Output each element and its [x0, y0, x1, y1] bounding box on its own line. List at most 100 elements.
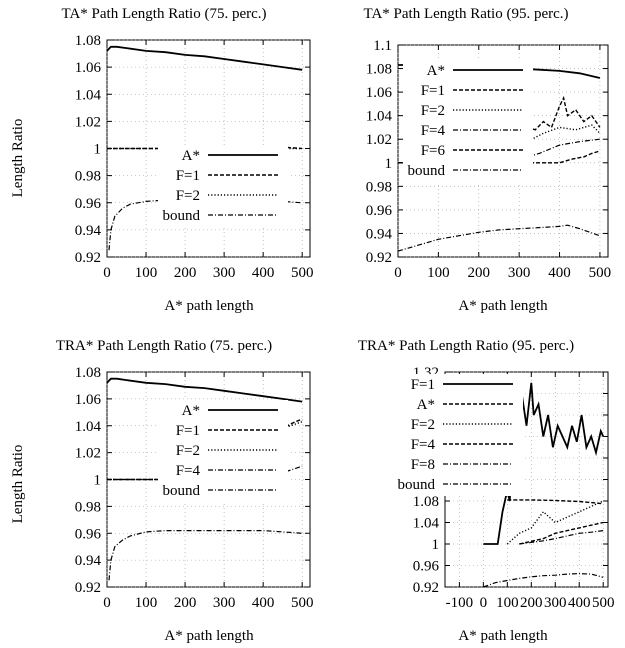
- y-tick-label: 1.06: [75, 60, 102, 76]
- x-tick-label: 200: [174, 595, 197, 611]
- y-tick-label: 1.08: [75, 365, 101, 381]
- y-tick-label: 0.96: [366, 203, 393, 219]
- legend-label: F=1: [176, 423, 200, 439]
- series-line-bound: [108, 529, 303, 581]
- y-tick-label: 1.04: [75, 419, 102, 435]
- legend-label: F=8: [411, 457, 435, 473]
- legend-label: F=2: [176, 188, 200, 204]
- legend-label: A*: [182, 403, 200, 419]
- ylabel-left-bottom: Length Ratio: [10, 445, 26, 524]
- legend-label: A*: [427, 63, 445, 79]
- x-tick-label: -100: [446, 595, 474, 611]
- y-tick-label: 0.98: [366, 179, 392, 195]
- y-tick-label: 1.04: [366, 109, 393, 125]
- legend-label: F=2: [176, 443, 200, 459]
- y-tick-label: 1.08: [413, 494, 439, 510]
- y-tick-label: 1: [432, 537, 440, 553]
- legend-label: bound: [408, 163, 446, 179]
- y-tick-label: 0.92: [75, 580, 101, 596]
- x-tick-label: 100: [135, 265, 158, 281]
- y-tick-label: 0.96: [75, 196, 102, 212]
- x-tick-label: 500: [589, 265, 612, 281]
- x-tick-label: 400: [548, 265, 571, 281]
- y-tick-label: 0.96: [413, 559, 440, 575]
- x-tick-label: 300: [213, 595, 236, 611]
- x-tick-label: 300: [508, 265, 531, 281]
- x-tick-label: 0: [103, 595, 111, 611]
- chart-title: TA* Path Length Ratio (75. perc.): [62, 6, 267, 22]
- y-tick-label: 1.08: [366, 62, 392, 78]
- y-tick-label: 0.92: [75, 250, 101, 266]
- panel-2: 0.92 0.94 0.96 0.98 1 1.02 1.04 1.06 1.08 0 100 200…: [56, 338, 314, 644]
- y-tick-label: 0.92: [366, 250, 392, 266]
- legend-box: [158, 400, 288, 502]
- chart-title: TRA* Path Length Ratio (75. perc.): [56, 338, 272, 354]
- x-tick-label: 200: [468, 265, 491, 281]
- legend-label: F=1: [421, 83, 445, 99]
- legend-label: F=6: [421, 143, 446, 159]
- legend-label: F=4: [421, 123, 446, 139]
- y-tick-label: 1.04: [413, 516, 440, 532]
- legend-label: A*: [417, 397, 435, 413]
- x-tick-label: 0: [480, 595, 488, 611]
- x-tick-label: 100: [427, 265, 450, 281]
- series-line-F=4: [519, 521, 604, 545]
- x-tick-label: 400: [252, 595, 275, 611]
- y-tick-label: 1: [385, 156, 393, 172]
- x-axis-label: A* path length: [458, 298, 548, 314]
- series-line-A*: [106, 45, 303, 71]
- x-axis-label: A* path length: [164, 298, 254, 314]
- legend-label: bound: [398, 477, 436, 493]
- x-tick-label: 200: [174, 265, 197, 281]
- legend-label: F=2: [411, 417, 435, 433]
- y-tick-label: 1.02: [366, 132, 392, 148]
- y-tick-label: 0.98: [75, 169, 101, 185]
- ylabel-left-top: Length Ratio: [10, 119, 26, 198]
- legend-label: F=1: [176, 168, 200, 184]
- legend-box: [403, 60, 533, 182]
- x-tick-label: 400: [252, 265, 275, 281]
- y-tick-label: 0.94: [75, 223, 102, 239]
- x-tick-label: 300: [213, 265, 236, 281]
- x-tick-label: 500: [592, 595, 615, 611]
- y-tick-label: 1.02: [75, 114, 101, 130]
- y-tick-label: 1: [94, 142, 102, 158]
- y-tick-label: 1.08: [75, 33, 101, 49]
- series-line-A*: [507, 499, 604, 505]
- y-tick-label: 1.06: [366, 85, 393, 101]
- chart-title: TRA* Path Length Ratio (95. perc.): [358, 338, 574, 354]
- series-line-F=8: [519, 530, 604, 545]
- legend-label: F=4: [176, 463, 201, 479]
- y-tick-label: 1.1: [373, 38, 392, 54]
- x-tick-label: 300: [544, 595, 567, 611]
- series-line-bound: [397, 224, 601, 252]
- x-axis-label: A* path length: [164, 628, 254, 644]
- y-tick-label: 0.94: [75, 553, 102, 569]
- y-tick-label: 0.92: [413, 580, 439, 596]
- x-tick-label: 0: [394, 265, 402, 281]
- y-tick-label: 0.96: [75, 526, 102, 542]
- x-tick-label: 0: [103, 265, 111, 281]
- legend-box: [158, 145, 288, 227]
- y-tick-label: 1.04: [75, 87, 102, 103]
- legend-label: bound: [163, 483, 201, 499]
- series-line-F=2: [506, 500, 604, 545]
- x-tick-label: 100: [135, 595, 158, 611]
- panel-3: 0.920.9611.041.081.121.161.21.241.281.32…: [358, 338, 615, 644]
- panel-1: 0.92 0.94 0.96 0.98 1 1.02 1.04 1.06 1.08 1.1 0 100…: [364, 6, 612, 314]
- x-tick-label: 400: [568, 595, 591, 611]
- x-tick-label: 500: [291, 595, 314, 611]
- series-line-bound: [483, 572, 604, 588]
- panel-0: 0.92 0.94 0.96 0.98 1 1.02 1.04 1.06 1.08 0 100 200…: [62, 6, 314, 314]
- legend-label: bound: [163, 208, 201, 224]
- series-line-A*: [106, 377, 303, 403]
- x-tick-label: 500: [291, 265, 314, 281]
- y-tick-label: 1: [94, 473, 102, 489]
- y-tick-label: 0.98: [75, 499, 101, 515]
- legend-label: F=4: [411, 437, 436, 453]
- x-axis-label: A* path length: [458, 628, 548, 644]
- x-tick-label: 200: [520, 595, 543, 611]
- y-tick-label: 0.94: [366, 226, 393, 242]
- chart-title: TA* Path Length Ratio (95. perc.): [364, 6, 569, 22]
